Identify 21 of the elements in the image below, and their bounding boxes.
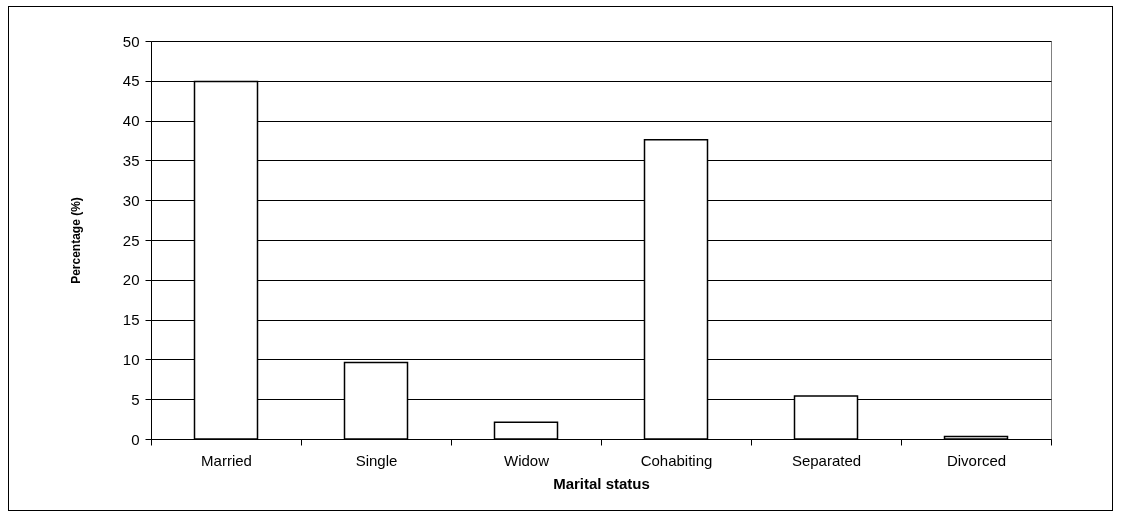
x-tick-label: Separated xyxy=(791,451,862,469)
y-tick-label: 20 xyxy=(122,271,140,289)
y-tick-label: 45 xyxy=(122,72,140,90)
y-tick-label: 50 xyxy=(122,32,140,50)
y-tick-label: 35 xyxy=(122,151,140,169)
y-tick-label: 5 xyxy=(131,390,140,408)
x-tick-label: Cohabiting xyxy=(640,451,713,469)
y-tick-label: 40 xyxy=(122,112,140,130)
y-axis-title: Percentage (%) xyxy=(68,197,83,284)
x-tick-label: Single xyxy=(355,451,398,469)
y-tick-label: 15 xyxy=(122,311,140,329)
bar xyxy=(493,421,559,440)
x-tick-label: Married xyxy=(201,451,252,469)
x-tick-label: Divorced xyxy=(946,451,1007,469)
y-tick-label: 30 xyxy=(122,191,140,209)
y-tick-label: 25 xyxy=(122,231,140,249)
bar xyxy=(943,435,1009,440)
x-tick-label: Widow xyxy=(503,451,550,469)
x-axis-title: Marital status xyxy=(553,474,650,492)
y-tick-label: 0 xyxy=(131,430,140,448)
y-tick-label: 10 xyxy=(122,350,140,368)
